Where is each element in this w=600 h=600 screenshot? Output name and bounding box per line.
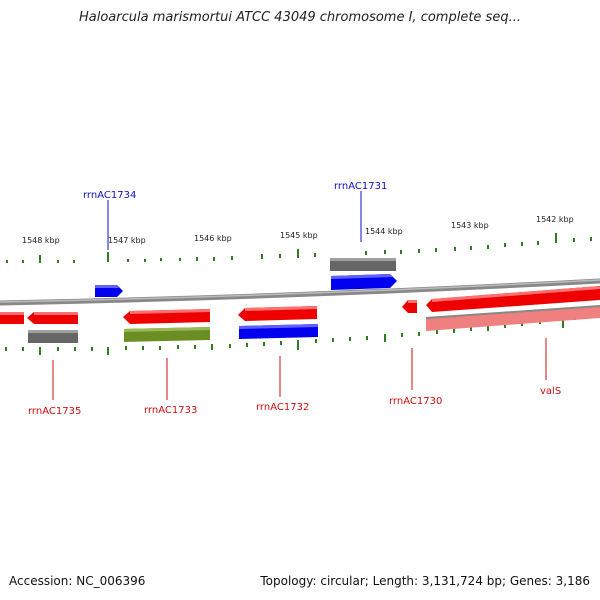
map-title: Haloarcula marismortui ATCC 43049 chromo…: [79, 10, 521, 25]
feature-rrnAC1735-gray[interactable]: [28, 330, 78, 343]
feature-valS-pink[interactable]: [425, 305, 600, 331]
feature-rrnAC1731-gray[interactable]: [330, 258, 396, 271]
genome-summary-label: Topology: circular; Length: 3,131,724 bp…: [260, 574, 590, 588]
feature-valS-red[interactable]: [426, 286, 600, 312]
feature-rrnAC1732-blue[interactable]: [239, 324, 318, 339]
scale-label-1546: 1546 kbp: [194, 234, 232, 243]
feature-rrnAC1733-olive[interactable]: [124, 327, 210, 342]
accession-label: Accession: NC_006396: [9, 574, 146, 588]
scale-label-1542: 1542 kbp: [536, 215, 574, 224]
chromosome-backbone: [0, 278, 600, 306]
feature-rrnAC1733-red[interactable]: [123, 309, 210, 324]
feature-rrnAC1730-red[interactable]: [402, 300, 417, 313]
label-leader-lines: [52, 191, 547, 400]
scale-label-1548: 1548 kbp: [22, 236, 60, 245]
gene-label-rrnAC1730[interactable]: rrnAC1730: [389, 396, 442, 407]
feature-rrnAC1735-red[interactable]: [27, 312, 78, 324]
feature-rrnAC1734-blue[interactable]: [95, 285, 123, 297]
scale-label-1544: 1544 kbp: [365, 227, 403, 236]
gene-label-rrnAC1731[interactable]: rrnAC1731: [334, 181, 387, 192]
scale-label-1547: 1547 kbp: [108, 236, 146, 245]
gene-label-rrnAC1734[interactable]: rrnAC1734: [83, 190, 136, 201]
feature-rrnAC1732-red[interactable]: [238, 306, 317, 321]
gene-label-rrnAC1733[interactable]: rrnAC1733: [144, 405, 197, 416]
upper-scale-ticks: [6, 233, 592, 263]
feature-rrnAC1731-blue[interactable]: [331, 274, 397, 290]
gene-label-valS[interactable]: valS: [540, 386, 561, 397]
scale-label-1543: 1543 kbp: [451, 221, 489, 230]
gene-label-rrnAC1735[interactable]: rrnAC1735: [28, 406, 81, 417]
feature-left-edge-red[interactable]: [0, 312, 24, 324]
scale-label-1545: 1545 kbp: [280, 231, 318, 240]
gene-label-rrnAC1732[interactable]: rrnAC1732: [256, 402, 309, 413]
